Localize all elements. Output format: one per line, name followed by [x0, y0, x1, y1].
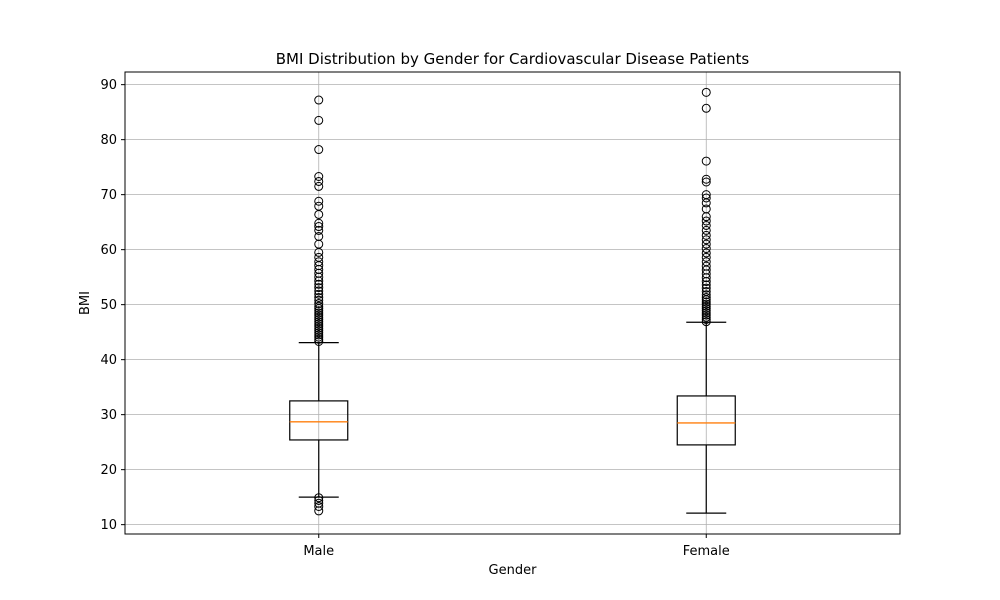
outlier-point	[701, 216, 711, 226]
y-tick-label: 50	[100, 298, 117, 313]
y-tick-label: 80	[100, 133, 117, 148]
outlier-point	[314, 310, 324, 320]
y-tick-label: 70	[100, 188, 117, 203]
x-axis-label: Gender	[489, 563, 538, 578]
outlier-point	[314, 293, 324, 302]
outlier-point	[701, 280, 711, 290]
outlier-point	[701, 261, 711, 271]
plot-area	[289, 87, 736, 516]
outlier-point	[701, 293, 711, 302]
outlier-point	[314, 299, 324, 309]
y-tick-label: 10	[100, 518, 117, 533]
outlier-point	[314, 176, 324, 186]
outlier-point	[701, 297, 711, 307]
outlier-point	[701, 244, 711, 254]
outlier-point	[314, 321, 324, 331]
outlier-point	[314, 326, 324, 335]
outlier-point	[701, 248, 711, 258]
outlier-point	[314, 218, 324, 228]
outlier-point	[314, 279, 324, 289]
outlier-point	[314, 495, 324, 505]
outlier-point	[314, 286, 324, 296]
outlier-point	[314, 283, 324, 293]
chart-title: BMI Distribution by Gender for Cardiovas…	[276, 50, 750, 68]
outlier-point	[314, 332, 324, 342]
outlier-point	[314, 225, 324, 235]
outlier-point	[701, 283, 711, 293]
y-axis-label: BMI	[78, 291, 93, 315]
outlier-point	[701, 156, 711, 166]
outlier-point	[701, 204, 711, 214]
outlier-point	[701, 193, 711, 203]
y-tick-label: 30	[100, 408, 117, 423]
outlier-point	[701, 304, 711, 313]
outlier-point	[314, 301, 324, 311]
x-tick-label: Male	[303, 544, 334, 559]
outlier-point	[314, 222, 324, 232]
outlier-point	[314, 196, 324, 206]
y-tick-label: 90	[100, 78, 117, 93]
outlier-point	[314, 315, 324, 324]
outlier-point	[701, 257, 711, 267]
outlier-point	[701, 103, 711, 113]
outlier-point	[314, 295, 324, 305]
outlier-point	[314, 328, 324, 338]
outlier-point	[701, 299, 711, 309]
outlier-point	[701, 190, 711, 200]
outlier-point	[314, 181, 324, 191]
outlier-point	[701, 174, 711, 184]
axes-frame	[124, 71, 901, 535]
outlier-point	[701, 290, 711, 300]
outlier-point	[701, 306, 711, 316]
outlier-point	[314, 306, 324, 316]
outlier-point	[314, 493, 324, 503]
axis-ticks: 10 20 30 40 50 60 70 80 90 Male Female	[100, 78, 729, 559]
outlier-point	[314, 498, 324, 508]
outlier-point	[314, 323, 324, 333]
outlier-point	[701, 225, 711, 235]
iqr-box	[676, 395, 736, 446]
outlier-point	[314, 231, 324, 241]
outlier-point	[701, 177, 711, 187]
outlier-point	[314, 289, 324, 299]
outlier-point	[314, 312, 324, 322]
box-group-male	[289, 95, 349, 516]
outlier-point	[701, 312, 711, 322]
outlier-point	[701, 315, 711, 324]
box-group-female	[676, 87, 736, 514]
outlier-point	[314, 145, 324, 155]
outlier-point	[314, 172, 324, 181]
outlier-point	[314, 257, 324, 267]
iqr-box	[289, 400, 349, 441]
outlier-point	[314, 201, 324, 211]
outlier-point	[314, 502, 324, 511]
outlier-point	[701, 301, 711, 311]
outlier-point	[314, 337, 324, 346]
outlier-point	[701, 220, 711, 230]
outlier-point	[701, 310, 711, 320]
outlier-point	[701, 235, 711, 245]
outlier-point	[701, 87, 711, 97]
grid-lines	[125, 72, 900, 534]
y-tick-label: 20	[100, 463, 117, 478]
outlier-point	[314, 308, 324, 318]
outlier-point	[701, 317, 711, 327]
outlier-point	[314, 317, 324, 327]
outlier-point	[314, 252, 324, 262]
outlier-point	[701, 252, 711, 262]
outlier-point	[701, 308, 711, 318]
outlier-point	[314, 115, 324, 125]
y-tick-label: 60	[100, 243, 117, 258]
outlier-point	[701, 239, 711, 249]
outlier-point	[701, 230, 711, 240]
outlier-point	[314, 95, 324, 105]
outlier-point	[314, 319, 324, 329]
y-tick-label: 40	[100, 353, 117, 368]
outlier-point	[314, 334, 324, 344]
outlier-point	[314, 330, 324, 340]
x-tick-label: Female	[683, 544, 730, 559]
outlier-point	[701, 286, 711, 296]
